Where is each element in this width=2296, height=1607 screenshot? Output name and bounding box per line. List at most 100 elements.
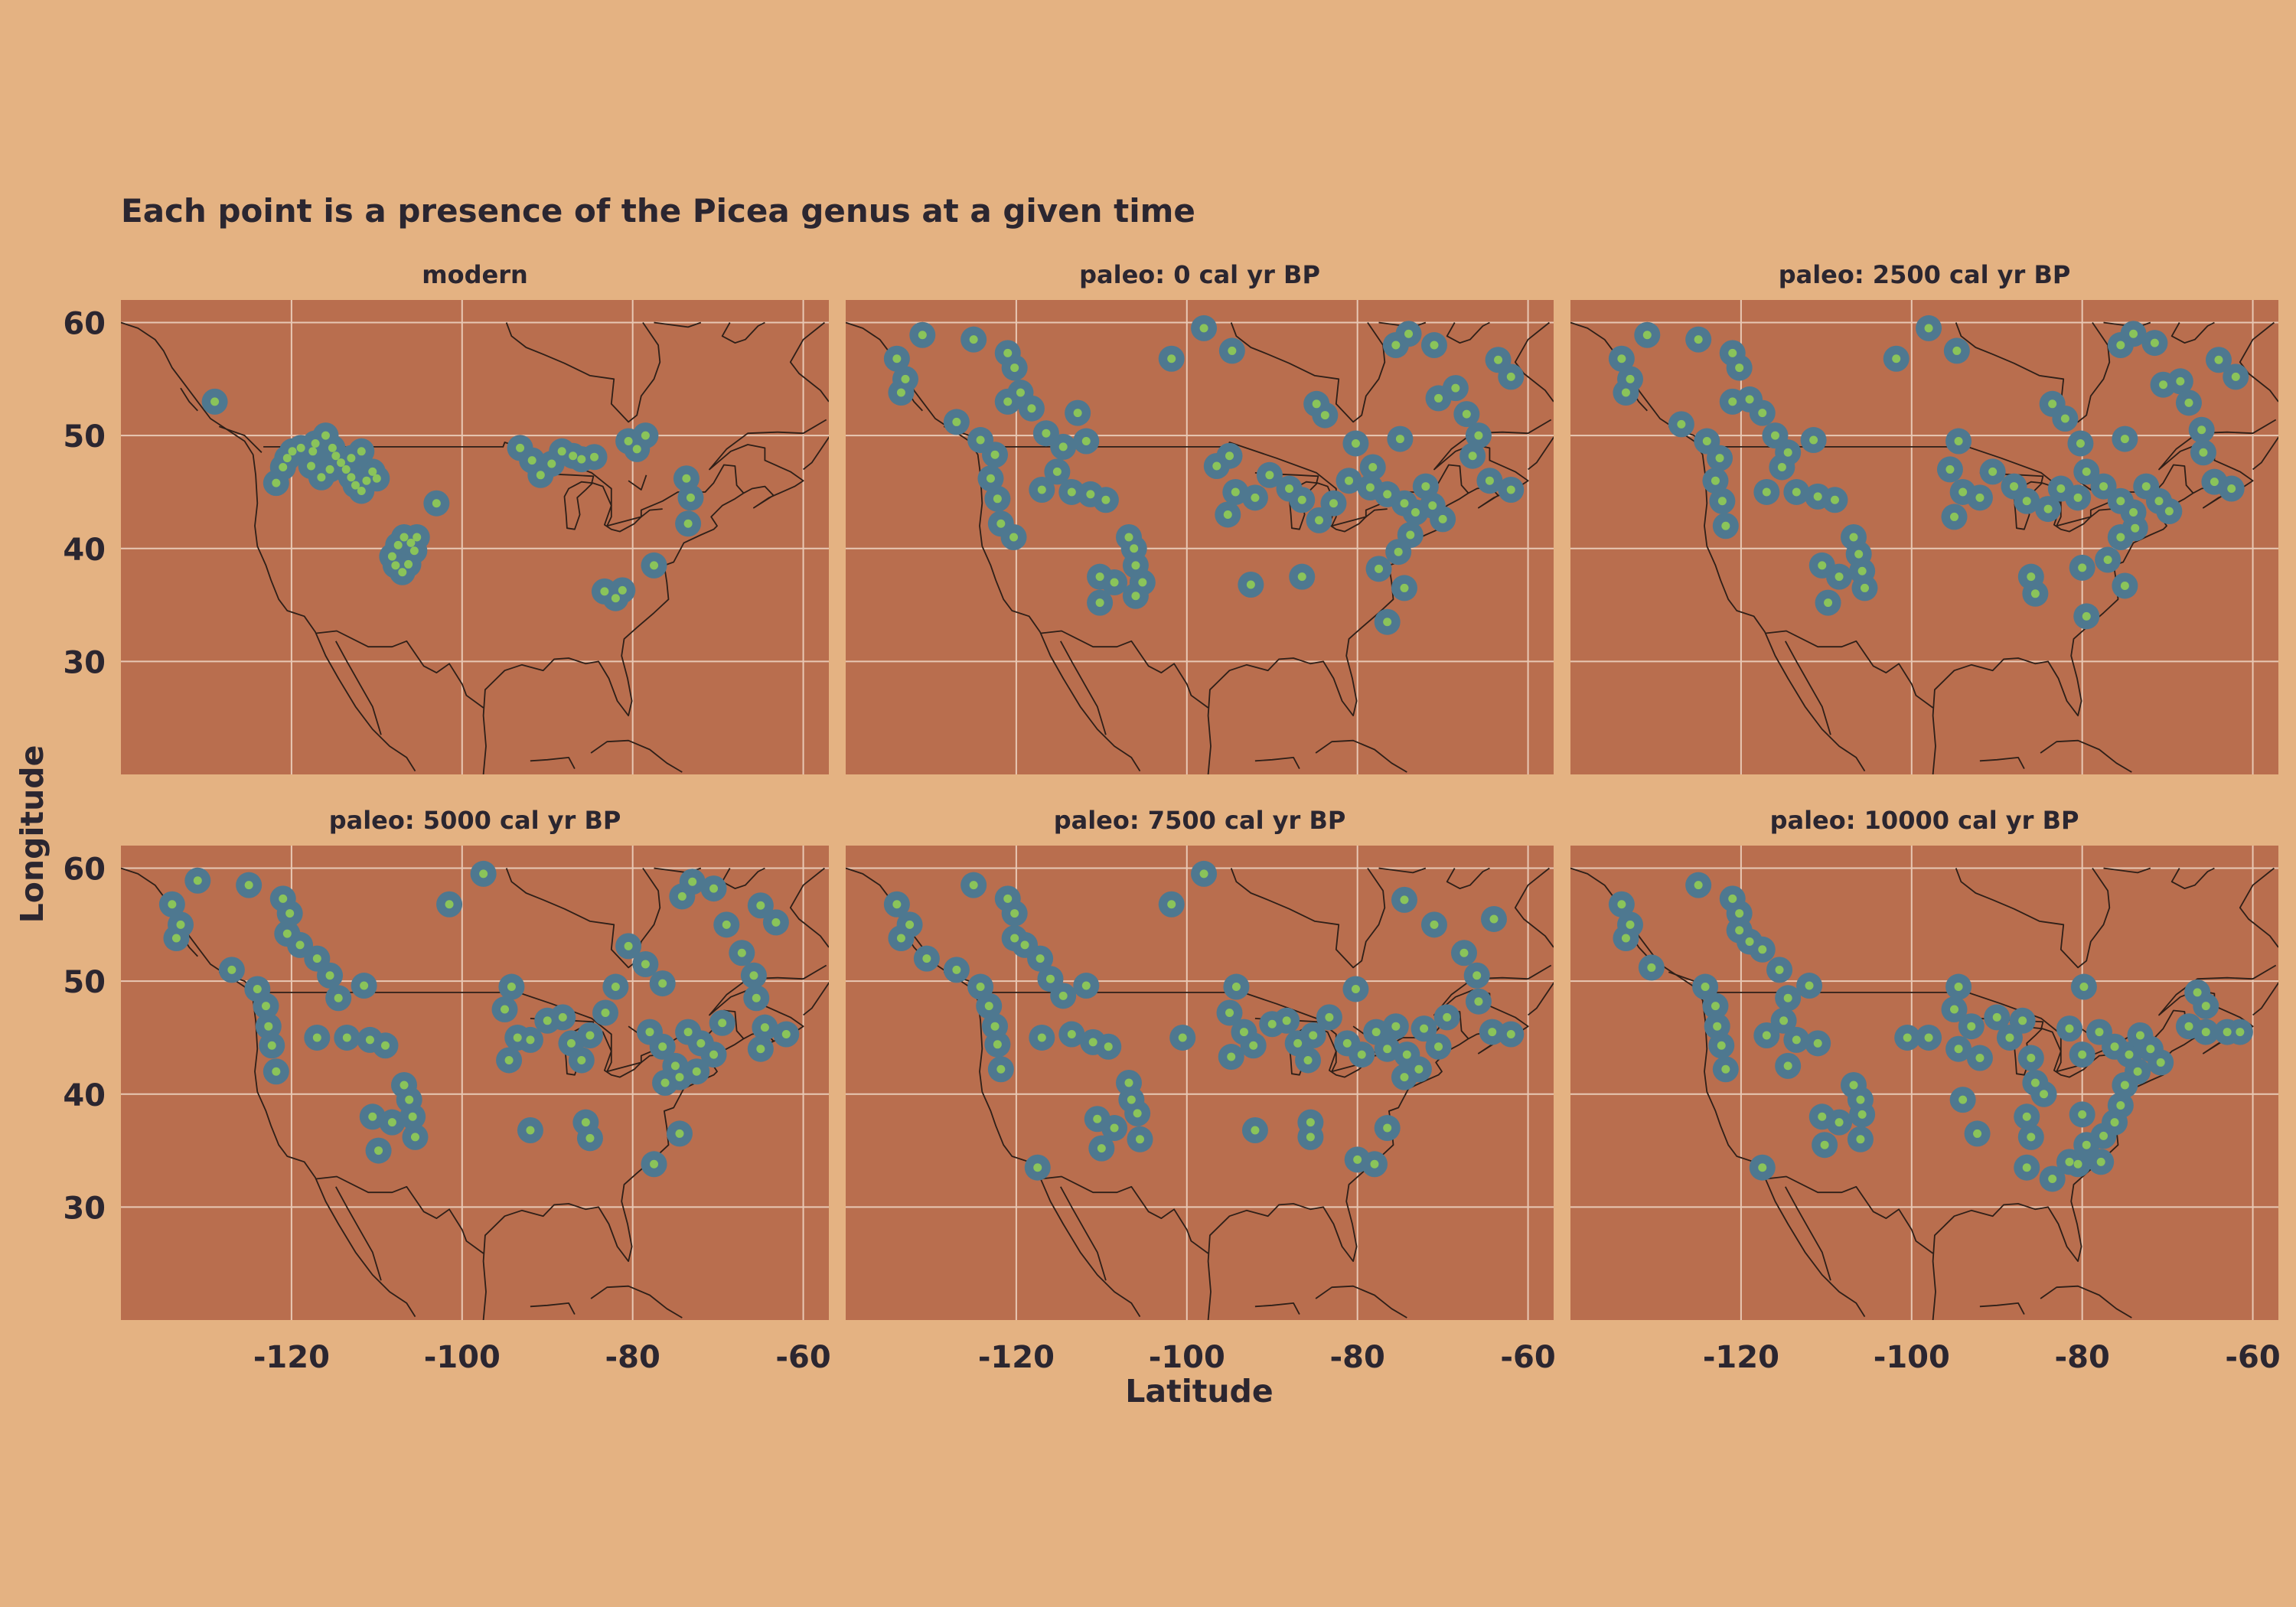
presence-point <box>686 493 695 502</box>
presence-point <box>2078 563 2087 572</box>
presence-point <box>952 965 961 974</box>
map-outline <box>1041 630 1209 709</box>
map-outline <box>2101 791 2112 795</box>
presence-point <box>2030 589 2040 598</box>
presence-point <box>1735 909 1744 918</box>
presence-point <box>670 1061 680 1071</box>
map-outline <box>2202 791 2240 817</box>
map-outline <box>180 387 198 412</box>
presence-point <box>406 538 416 547</box>
presence-point <box>2116 497 2125 506</box>
presence-point <box>1351 438 1360 448</box>
presence-point <box>342 1033 351 1042</box>
presence-point <box>1626 920 1635 929</box>
presence-point <box>2095 1028 2104 1037</box>
presence-point <box>1251 493 1260 502</box>
presence-point <box>1267 1019 1277 1028</box>
presence-point <box>387 1118 396 1127</box>
x-tick-label: -120 <box>1703 1340 1779 1375</box>
map-outline <box>2129 1322 2176 1332</box>
presence-point <box>1231 487 1240 497</box>
presence-point <box>1494 355 1503 364</box>
y-tick-label: 60 <box>63 852 106 888</box>
presence-point <box>749 971 758 980</box>
presence-point <box>1368 462 1378 471</box>
presence-point <box>1506 1030 1515 1039</box>
presence-point <box>312 1033 321 1042</box>
presence-point <box>325 971 334 980</box>
map-outline <box>482 419 827 774</box>
presence-point <box>2120 1081 2129 1090</box>
presence-point <box>641 960 650 969</box>
presence-point <box>1992 1012 2001 1022</box>
presence-point <box>334 993 343 1002</box>
presence-point <box>1309 1031 1318 1040</box>
presence-point <box>1097 1144 1106 1153</box>
presence-point <box>2005 1033 2014 1042</box>
presence-point <box>2116 1101 2125 1110</box>
map-outline <box>530 1302 576 1315</box>
panel-5: paleo: 7500 cal yr BP -120 -100 -80 -60 <box>846 806 1556 1375</box>
presence-point <box>1133 1109 1142 1118</box>
panel-plot-area <box>1570 300 2278 817</box>
presence-point <box>321 431 330 440</box>
presence-point <box>2099 482 2108 491</box>
presence-point <box>2223 1028 2232 1037</box>
presence-point <box>1857 1110 1867 1119</box>
presence-point <box>1626 374 1635 383</box>
presence-point <box>675 1129 684 1138</box>
x-tick-label: -80 <box>605 1340 660 1375</box>
presence-point <box>410 1133 419 1142</box>
map-outline <box>530 472 663 533</box>
map-outline <box>1766 1175 1934 1254</box>
presence-point <box>2022 497 2031 506</box>
presence-point <box>1770 431 1779 440</box>
presence-point <box>1854 549 1864 559</box>
presence-point <box>1777 462 1786 471</box>
panel-plot-area <box>846 846 1554 1320</box>
panel-background <box>1570 846 2278 1320</box>
presence-point <box>2027 1133 2036 1142</box>
presence-point <box>1783 993 1792 1002</box>
presence-point <box>1701 983 1710 992</box>
presence-point <box>413 533 422 542</box>
map-outline <box>1466 791 1480 794</box>
presence-point <box>1860 583 1869 592</box>
presence-point <box>282 929 292 938</box>
presence-point <box>308 447 318 456</box>
presence-point <box>1231 983 1241 992</box>
presence-point <box>611 594 620 603</box>
presence-point <box>1954 437 1963 446</box>
presence-point <box>1297 495 1306 504</box>
presence-point <box>892 354 902 363</box>
presence-point <box>1728 397 1737 406</box>
x-tick-label: -60 <box>2225 1340 2280 1375</box>
presence-point <box>2096 1157 2105 1166</box>
presence-point <box>2065 1157 2074 1166</box>
panel-background <box>846 300 1554 774</box>
presence-point <box>1124 1078 1133 1087</box>
panel-plot-area <box>121 300 829 774</box>
presence-point <box>1694 881 1703 890</box>
presence-point <box>1818 1112 1827 1121</box>
presence-point <box>996 519 1006 528</box>
y-tick-label: 30 <box>63 1191 106 1226</box>
presence-point <box>1073 409 1082 418</box>
presence-point <box>2018 1016 2027 1025</box>
map-outline <box>1932 964 2277 1320</box>
presence-point <box>1342 1038 1352 1048</box>
presence-point <box>624 941 633 950</box>
presence-point <box>658 979 667 988</box>
presence-point <box>660 1078 670 1087</box>
presence-point <box>1762 487 1771 497</box>
presence-point <box>632 445 641 454</box>
presence-point <box>171 934 181 943</box>
presence-point <box>1016 388 1025 397</box>
presence-point <box>1438 514 1447 523</box>
presence-point <box>1677 419 1686 429</box>
presence-point <box>2056 484 2066 494</box>
presence-point <box>1451 383 1460 393</box>
presence-point <box>2210 478 2219 487</box>
